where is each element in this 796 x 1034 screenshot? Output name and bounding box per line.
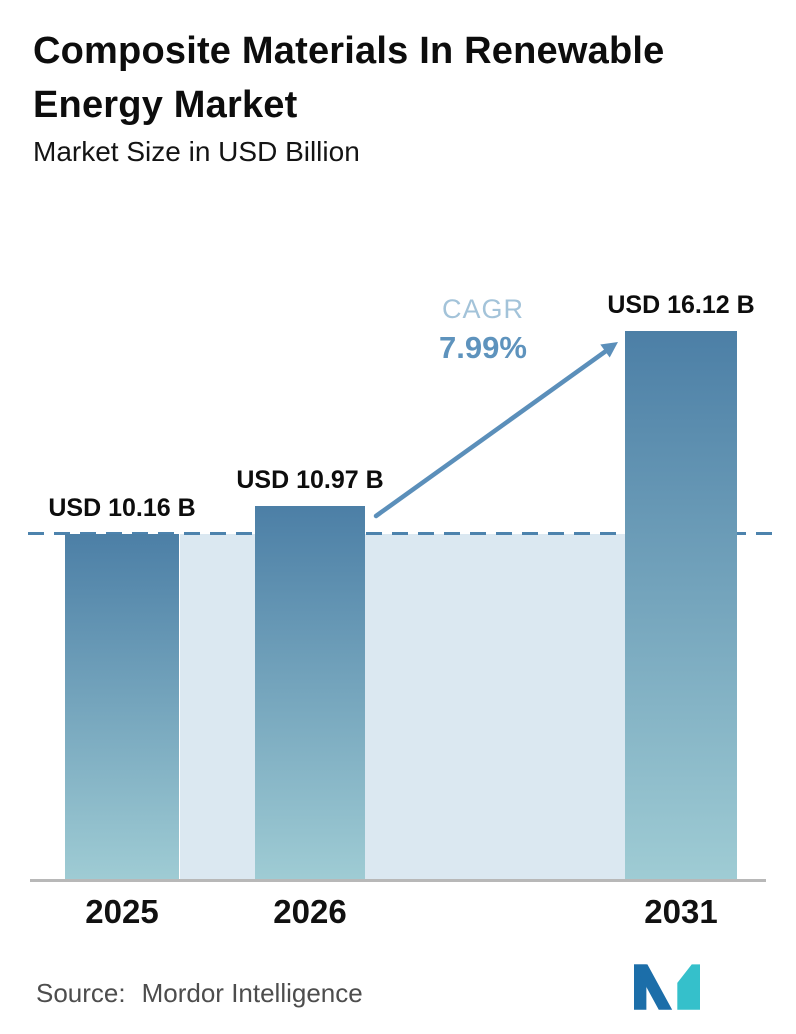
bar-2031 [625,330,737,881]
bar-value-2026: USD 10.97 B [236,466,384,495]
x-axis-line [30,879,766,882]
reference-dashed-line [28,532,782,536]
page-title: Composite Materials In Renewable Energy … [33,30,665,126]
mordor-intelligence-logo [634,964,700,1010]
cagr-value: 7.99% [439,330,527,365]
bar-value-2031: USD 16.12 B [607,290,755,319]
bar-value-2025: USD 10.16 B [48,494,196,523]
bar-2026 [255,506,365,881]
reference-band [180,534,625,881]
x-label-2025: 2025 [85,893,159,930]
bar-2025 [65,534,179,881]
source-value: Mordor Intelligence [141,978,363,1008]
x-label-2026: 2026 [273,893,347,930]
cagr-block: CAGR 7.99% [398,294,568,366]
chart-subtitle: Market Size in USD Billion [33,136,360,167]
source-label: Source: [36,978,126,1008]
cagr-label: CAGR [441,294,524,324]
source-row: Source: Mordor Intelligence [36,978,363,1009]
x-label-2031: 2031 [644,893,718,930]
